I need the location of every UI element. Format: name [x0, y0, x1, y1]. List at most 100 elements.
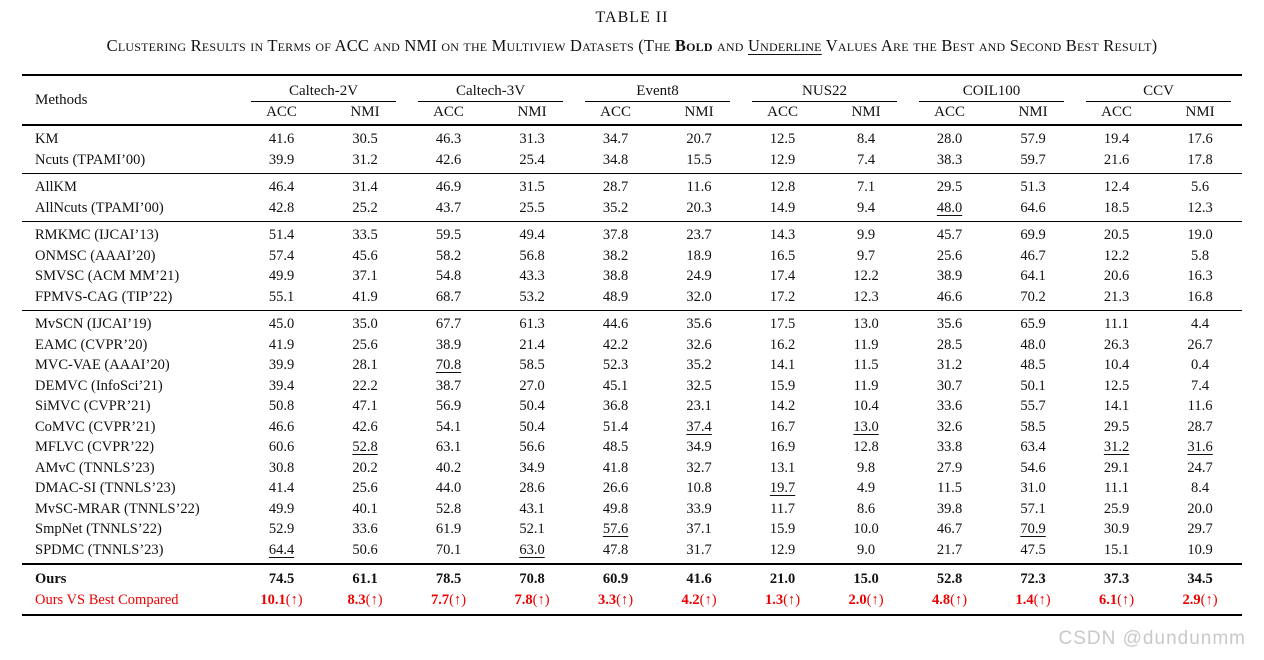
result-value: 25.2 — [323, 197, 408, 222]
result-value: 12.3 — [1158, 197, 1243, 222]
result-value: 31.4 — [352, 179, 378, 195]
result-value: 26.6 — [602, 480, 629, 496]
result-value: 14.2 — [769, 398, 796, 414]
improvement-value: 7.8(↑) — [490, 590, 574, 616]
result-value: 39.4 — [268, 377, 295, 394]
result-value: 61.3 — [519, 316, 545, 332]
result-value: 57.1 — [1020, 500, 1046, 517]
result-value: 42.6 — [352, 418, 378, 435]
result-value: 58.5 — [1020, 418, 1046, 435]
method-name: MFLVC (CVPR’22) — [35, 439, 155, 455]
result-value: 35.6 — [686, 316, 712, 332]
result-value: 26.7 — [1187, 336, 1213, 353]
dataset-group-header: Event8 — [574, 75, 741, 102]
result-value: 39.9 — [268, 357, 295, 373]
table-row: SiMVC (CVPR’21) 50.8 47.1 56.9 50.4 36.8 23.1 1… — [22, 396, 1242, 417]
result-value: 35.2 — [574, 197, 658, 222]
metric-column-header: NMI — [991, 102, 1076, 126]
result-value: 27.0 — [519, 377, 545, 394]
improvement-value: 1.4(↑) — [991, 590, 1075, 616]
result-value: 48.9 — [574, 286, 658, 311]
result-value: 31.2 — [323, 149, 408, 174]
result-value: 12.5 — [769, 131, 796, 147]
result-value: 31.2 — [1075, 437, 1158, 458]
ours-result-value: 41.6 — [657, 563, 742, 590]
up-arrow-icon: (↑) — [866, 591, 884, 608]
result-value: 47.5 — [991, 539, 1076, 565]
result-value: 15.1 — [1075, 539, 1159, 565]
table-row: SMVSC (ACM MM’21) 49.9 37.1 54.8 43.3 38.8 24.… — [22, 266, 1242, 287]
result-value: 59.7 — [991, 149, 1076, 174]
result-value: 58.5 — [519, 357, 545, 373]
metric-column-header: ACC — [407, 102, 491, 126]
dataset-group-label: COIL100 — [919, 83, 1065, 102]
result-value: 46.6 — [268, 418, 295, 435]
result-value: 44.0 — [435, 480, 462, 496]
result-value: 55.7 — [1020, 398, 1046, 414]
table-header: Methods Caltech-2V Caltech-3V Event8 NUS22 CO… — [22, 75, 1243, 126]
result-value: 29.1 — [1103, 459, 1130, 476]
table-caption: Clustering Results in Terms of ACC and N… — [0, 35, 1264, 57]
result-value: 13.0 — [853, 316, 879, 332]
result-value: 7.4 — [824, 149, 909, 174]
result-value: 43.3 — [519, 268, 545, 284]
result-value: 21.6 — [1075, 149, 1159, 174]
result-value: 11.7 — [770, 500, 795, 517]
caption-segment: and — [712, 36, 748, 55]
result-value: 33.6 — [352, 521, 378, 537]
improvement-number: 7.8 — [514, 591, 533, 608]
result-value: 53.2 — [490, 286, 575, 311]
result-value: 11.6 — [686, 179, 712, 195]
result-value: 40.2 — [435, 459, 462, 476]
result-value: 41.8 — [602, 459, 629, 476]
result-value: 64.6 — [991, 197, 1076, 222]
result-value: 55.1 — [240, 286, 323, 311]
ours-result-value: 72.3 — [991, 563, 1076, 590]
result-value: 48.0 — [908, 197, 992, 222]
result-value: 29.5 — [936, 179, 963, 195]
result-value: 46.3 — [435, 131, 462, 147]
ours-result-value: 52.8 — [908, 563, 992, 590]
result-value: 16.2 — [769, 336, 796, 353]
method-name: DEMVC (InfoSci’21) — [35, 377, 163, 394]
up-arrow-icon: (↑) — [532, 591, 550, 608]
table-row: AMvC (TNNLS’23) 30.8 20.2 40.2 34.9 41.8 32.7 1… — [22, 458, 1242, 479]
improvement-value: 3.3(↑) — [574, 590, 657, 616]
result-value: 57.9 — [1020, 131, 1046, 147]
result-value: 41.9 — [268, 336, 295, 353]
result-value: 43.7 — [407, 197, 491, 222]
result-value: 20.0 — [1187, 500, 1213, 517]
method-name: MvSC-MRAR (TNNLS’22) — [35, 500, 200, 517]
page-title: TABLE II — [595, 9, 669, 26]
method-name: CoMVC (CVPR’21) — [35, 418, 156, 435]
table-row: CoMVC (CVPR’21) 46.6 42.6 54.1 50.4 51.4 37.4 1… — [22, 417, 1242, 438]
result-value: 43.1 — [519, 500, 545, 517]
improvement-number: 3.3 — [598, 591, 617, 608]
result-value: 31.3 — [519, 131, 545, 147]
method-name: MvSCN (IJCAI’19) — [35, 316, 152, 332]
result-value: 46.4 — [268, 179, 295, 195]
dataset-group-label: CCV — [1086, 83, 1232, 102]
result-value: 12.3 — [824, 286, 909, 311]
improvement-number: 2.0 — [848, 591, 867, 608]
result-value: 34.9 — [519, 459, 545, 476]
result-value: 65.9 — [1020, 316, 1046, 332]
second-best-value: 57.6 — [602, 521, 629, 537]
dataset-group-header: Caltech-2V — [240, 75, 407, 102]
result-value: 47.1 — [352, 398, 378, 414]
result-value: 20.2 — [352, 459, 378, 476]
method-name: KM — [35, 131, 59, 147]
result-value: 15.9 — [769, 521, 796, 537]
improvement-value: 6.1(↑) — [1075, 590, 1158, 616]
method-name: MVC-VAE (AAAI’20) — [35, 357, 170, 373]
result-value: 12.2 — [853, 268, 879, 284]
result-value: 21.4 — [519, 336, 545, 353]
result-value: 24.7 — [1187, 459, 1213, 476]
up-arrow-icon: (↑) — [1033, 591, 1051, 608]
up-arrow-icon: (↑) — [449, 591, 467, 608]
result-value: 29.7 — [1187, 521, 1213, 537]
second-best-value: 70.8 — [435, 357, 462, 373]
improvement-number: 4.2 — [681, 591, 700, 608]
dataset-group-label: Caltech-2V — [251, 83, 397, 102]
result-value: 38.8 — [602, 268, 629, 284]
